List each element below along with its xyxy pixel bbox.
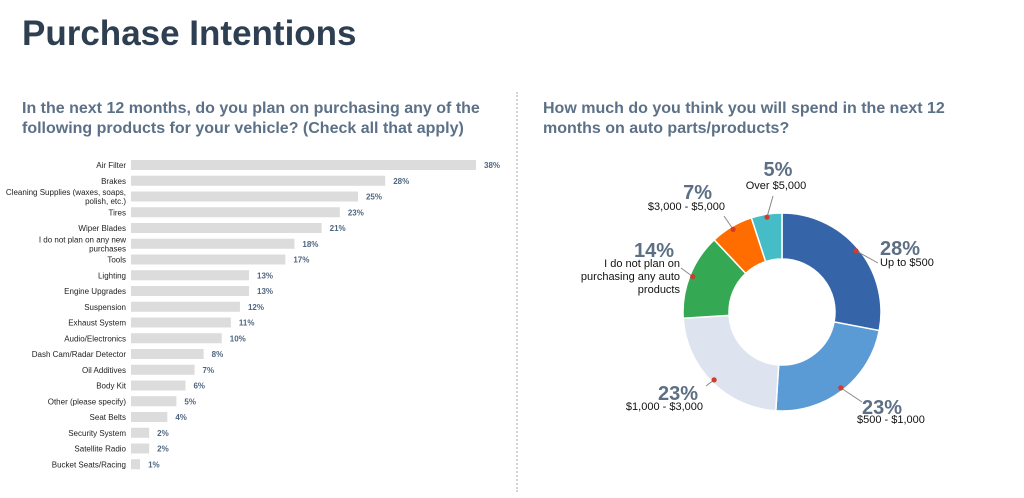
- bar: [131, 160, 476, 170]
- bar: [131, 301, 240, 312]
- value-label: 10%: [230, 334, 246, 343]
- bar: [131, 349, 204, 359]
- value-label: 11%: [239, 319, 255, 328]
- bar: [131, 286, 250, 296]
- slice-category-label: $1,000 - $3,000: [626, 401, 703, 413]
- donut-slice: [781, 212, 882, 332]
- value-label: 28%: [393, 177, 409, 186]
- donut-slice: [774, 321, 881, 412]
- callout-line: [766, 195, 774, 218]
- bar: [131, 175, 386, 186]
- donut-slice: [750, 212, 783, 263]
- category-label: Tools: [107, 256, 126, 265]
- slice-category-label: Over $5,000: [746, 180, 807, 192]
- slice-percent-label: 28%: [880, 238, 920, 260]
- value-label: 38%: [484, 161, 500, 170]
- category-label: Lighting: [98, 271, 126, 280]
- bar-chart: Air Filter 38% Brakes 28% Cleaning Supplies …: [6, 160, 500, 470]
- value-label: 8%: [212, 350, 224, 359]
- callout-dot: [730, 226, 736, 232]
- category-label: Bucket Seats/Racing: [52, 460, 126, 469]
- category-label: Exhaust System: [68, 319, 126, 328]
- slice-category-label: I do not plan on purchasing any auto produ…: [581, 258, 681, 296]
- callout-line: [723, 215, 734, 230]
- value-label: 1%: [148, 460, 160, 469]
- slice-percent-label: 7%: [683, 182, 712, 204]
- category-label: Body Kit: [96, 382, 127, 391]
- value-label: 5%: [184, 397, 196, 406]
- donut-slice: [713, 216, 767, 275]
- category-label: Dash Cam/Radar Detector: [32, 350, 127, 359]
- bar-chart-title: In the next 12 months, do you plan on pu…: [22, 100, 480, 137]
- bar: [131, 223, 322, 233]
- callout-line: [705, 379, 715, 387]
- bar: [131, 270, 250, 281]
- value-label: 23%: [348, 208, 364, 217]
- category-label: Air Filter: [96, 161, 126, 170]
- slice-percent-label: 14%: [634, 240, 674, 262]
- callout-line: [680, 267, 694, 278]
- bar: [131, 427, 150, 438]
- category-label: Satellite Radio: [74, 445, 126, 454]
- bar: [131, 333, 222, 344]
- bar: [131, 443, 150, 454]
- slice-percent-label: 23%: [862, 397, 902, 419]
- donut-chart-title: How much do you think you will spend in …: [543, 100, 945, 137]
- value-label: 13%: [257, 287, 273, 296]
- donut-slice: [682, 238, 747, 320]
- callout-dot: [838, 385, 844, 391]
- category-label: Security System: [68, 429, 126, 438]
- category-label: Oil Additives: [82, 366, 126, 375]
- callout-line: [840, 387, 863, 403]
- value-label: 13%: [257, 271, 273, 280]
- value-label: 2%: [157, 429, 169, 438]
- category-label: Engine Upgrades: [64, 287, 126, 296]
- callout-line: [855, 250, 879, 264]
- bar: [131, 317, 231, 328]
- category-label: Brakes: [101, 177, 126, 186]
- category-label: Seat Belts: [90, 413, 126, 422]
- value-label: 6%: [193, 382, 205, 391]
- value-label: 25%: [366, 193, 382, 202]
- bar: [131, 380, 186, 391]
- value-label: 21%: [330, 224, 346, 233]
- category-label: Cleaning Supplies (waxes, soaps, polish, …: [6, 188, 126, 206]
- bar: [131, 254, 286, 265]
- donut-slice: [682, 314, 780, 412]
- callout-dot: [690, 274, 696, 280]
- bar: [131, 459, 141, 470]
- category-label: Tires: [109, 208, 126, 217]
- slice-category-label: $500 - $1,000: [857, 414, 925, 426]
- bar: [131, 191, 358, 202]
- slice-category-label: $3,000 - $5,000: [648, 201, 725, 213]
- category-label: Audio/Electronics: [64, 334, 126, 343]
- value-label: 7%: [203, 366, 215, 375]
- value-label: 12%: [248, 303, 264, 312]
- category-label: Wiper Blades: [78, 224, 126, 233]
- value-label: 17%: [293, 256, 309, 265]
- callout-dot: [853, 248, 859, 254]
- slice-percent-label: 5%: [764, 159, 793, 181]
- callout-dot: [764, 214, 770, 220]
- section-divider: [516, 92, 518, 492]
- bar: [131, 238, 295, 249]
- callout-dot: [711, 377, 717, 383]
- value-label: 18%: [302, 240, 318, 249]
- category-label: Suspension: [84, 303, 126, 312]
- slice-category-label: Up to $500: [880, 257, 934, 269]
- category-label: I do not plan on any new purchases: [39, 235, 126, 253]
- bar: [131, 396, 177, 407]
- page-title: Purchase Intentions: [22, 14, 357, 53]
- bar: [131, 364, 195, 375]
- value-label: 4%: [175, 413, 187, 422]
- value-label: 2%: [157, 445, 169, 454]
- category-label: Other (please specify): [48, 397, 127, 406]
- bar: [131, 412, 168, 422]
- bar: [131, 207, 340, 218]
- slice-percent-label: 23%: [658, 383, 698, 405]
